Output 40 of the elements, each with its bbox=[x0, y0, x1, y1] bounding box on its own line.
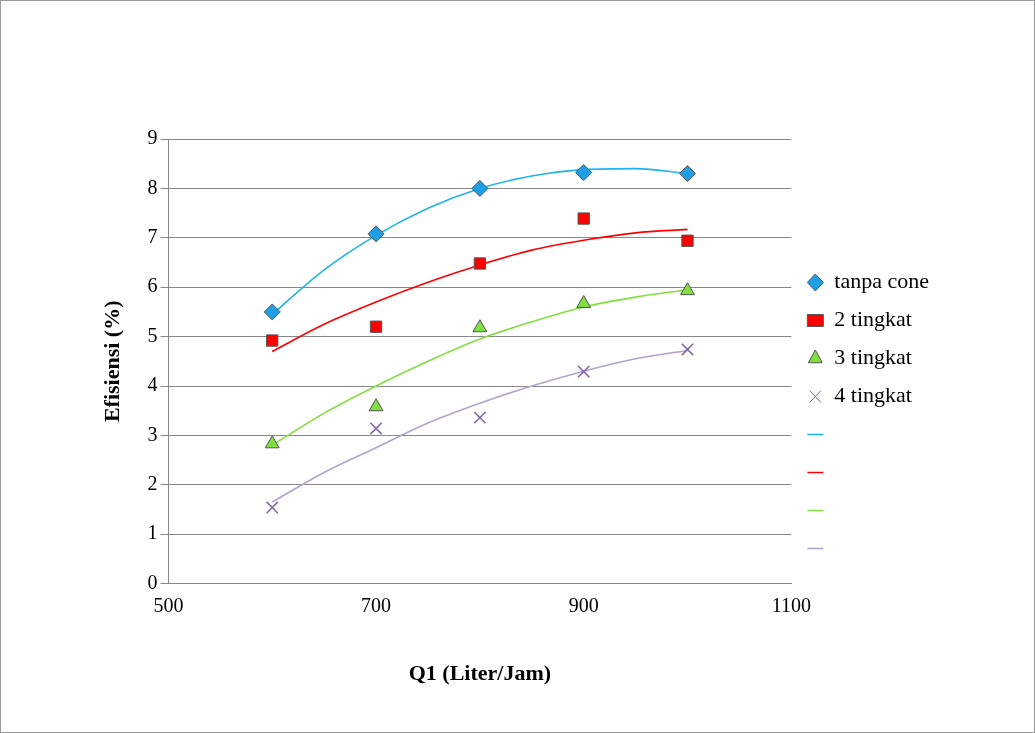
legend-label: tanpa cone bbox=[834, 268, 929, 294]
y-tick-label: 1 bbox=[147, 521, 158, 544]
point bbox=[473, 257, 487, 270]
point bbox=[473, 411, 487, 425]
y-tick-label: 0 bbox=[147, 570, 158, 593]
y-tick-label: 7 bbox=[147, 225, 158, 248]
point bbox=[472, 319, 488, 333]
point bbox=[681, 234, 694, 247]
point bbox=[369, 320, 383, 333]
x-tick-label: 900 bbox=[568, 593, 599, 616]
legend-label: 4 tingkat bbox=[834, 382, 912, 408]
y-tick-label: 2 bbox=[147, 472, 158, 495]
point bbox=[368, 398, 384, 412]
point bbox=[577, 212, 590, 225]
y-tick-label: 4 bbox=[147, 373, 158, 396]
point bbox=[576, 295, 592, 308]
x-tick-label: 700 bbox=[361, 593, 392, 616]
point bbox=[679, 165, 697, 183]
y-tick-label: 5 bbox=[147, 323, 158, 346]
legend-label: 2 tingkat bbox=[834, 306, 912, 332]
y-axis-title: Efisiensi (%) bbox=[98, 300, 124, 423]
y-tick-label: 8 bbox=[147, 175, 158, 198]
y-tick-label: 6 bbox=[147, 274, 158, 297]
x-axis-title: Q1 (Liter/Jam) bbox=[408, 660, 552, 686]
legend-label: 3 tingkat bbox=[834, 344, 912, 370]
x-tick-label: 500 bbox=[153, 593, 184, 616]
point bbox=[264, 435, 280, 449]
y-tick-label: 3 bbox=[147, 422, 158, 445]
point bbox=[471, 179, 489, 197]
x-tick-label: 1100 bbox=[771, 593, 811, 616]
point bbox=[369, 422, 383, 435]
point bbox=[265, 501, 279, 514]
y-tick-label: 9 bbox=[147, 126, 158, 149]
point bbox=[681, 343, 694, 356]
point bbox=[367, 225, 385, 243]
point bbox=[266, 334, 279, 347]
point bbox=[575, 164, 593, 182]
point bbox=[577, 365, 591, 379]
point bbox=[263, 303, 281, 321]
point bbox=[680, 282, 695, 296]
